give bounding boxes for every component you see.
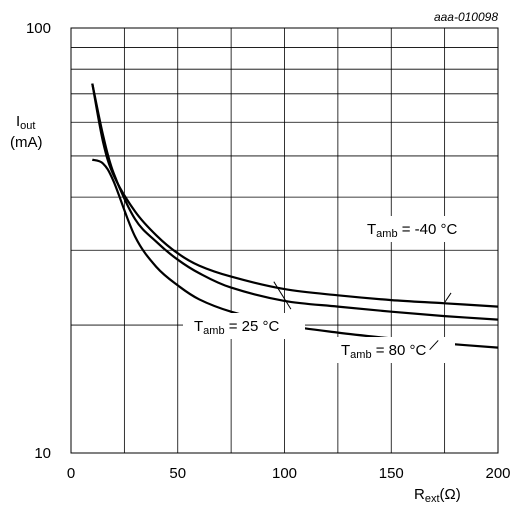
series-label-value: = 25 °C xyxy=(225,318,280,335)
x-tick-label: 150 xyxy=(379,465,404,482)
series-label-leader xyxy=(444,292,452,303)
series-label-value: = -40 °C xyxy=(398,221,458,238)
y-axis-unit: (mA) xyxy=(10,134,43,151)
y-tick-label: 100 xyxy=(26,20,51,37)
y-axis-label-main: I xyxy=(16,113,20,130)
series-label-value: = 80 °C xyxy=(372,342,427,359)
y-axis-label-sub: out xyxy=(20,120,35,132)
figure-id: aaa-010098 xyxy=(434,10,498,24)
y-tick-label: 10 xyxy=(34,445,51,462)
series-label-tamb-80: Tamb = 80 °C xyxy=(341,342,427,361)
series-label-bg xyxy=(183,313,305,339)
series-label-tamb-25: Tamb = 25 °C xyxy=(194,318,280,337)
series-label-main: T xyxy=(194,318,203,335)
series-label-main: T xyxy=(341,342,350,359)
series-label-bg xyxy=(335,337,455,363)
series-label-leader xyxy=(273,281,292,310)
series-label-sub: amb xyxy=(203,325,224,337)
x-axis-label-main: R xyxy=(414,486,425,503)
x-axis-label: Rext(Ω) xyxy=(414,486,461,505)
series-label-sub: amb xyxy=(350,349,371,361)
tick-labels: 0 50 100 150 200 10 100 xyxy=(26,20,511,482)
series-label-tamb-minus40: Tamb = -40 °C xyxy=(367,221,458,240)
x-axis-label-unit: (Ω) xyxy=(440,486,461,503)
x-tick-label: 100 xyxy=(272,465,297,482)
series-label-main: T xyxy=(367,221,376,238)
series-label-leader xyxy=(429,340,439,351)
plot-frame xyxy=(70,27,499,454)
series-label-sub: amb xyxy=(376,228,397,240)
series-label-bg xyxy=(362,216,488,242)
x-tick-label: 200 xyxy=(485,465,510,482)
x-tick-label: 50 xyxy=(169,465,186,482)
x-tick-label: 0 xyxy=(67,465,75,482)
series-curves xyxy=(91,83,499,349)
series-line-tamb-25 xyxy=(91,83,499,321)
y-axis-label: Iout xyxy=(16,113,35,132)
x-axis-label-sub: ext xyxy=(425,493,440,505)
series-line-tamb-minus40 xyxy=(91,83,499,308)
